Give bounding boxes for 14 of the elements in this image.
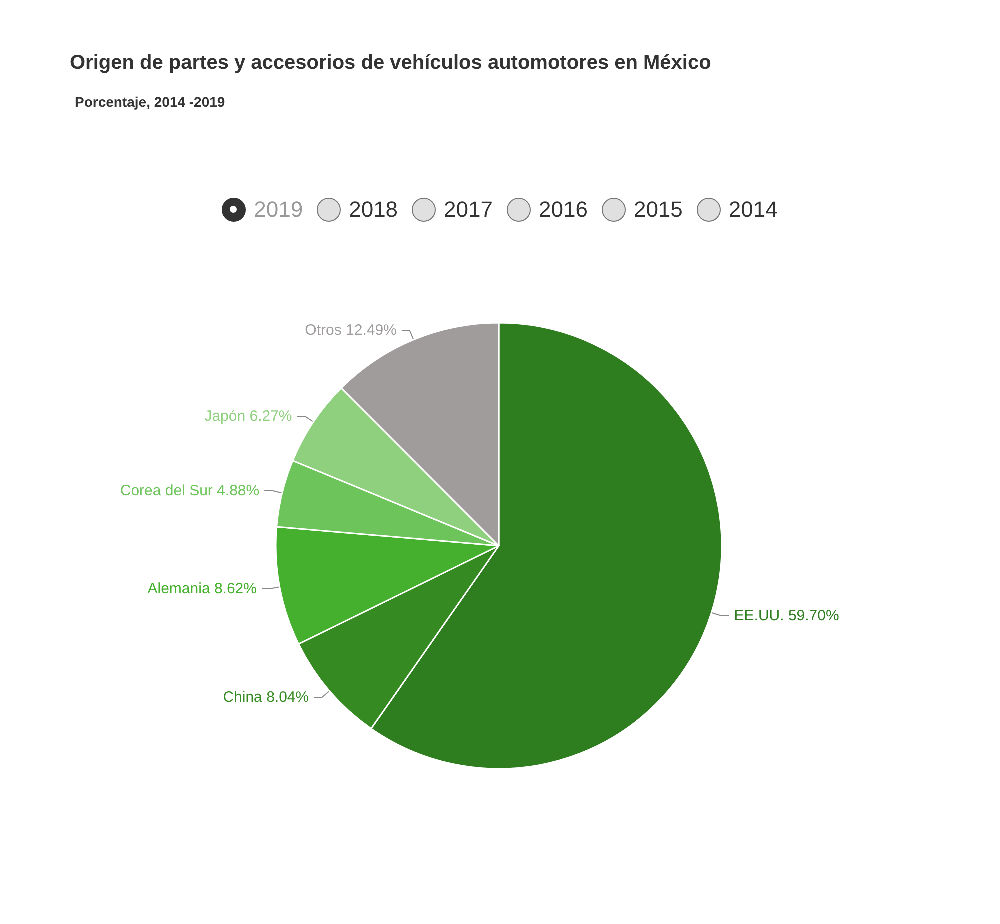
slice-label: Alemania 8.62%: [148, 580, 257, 598]
slice-label: Japón 6.27%: [204, 408, 292, 426]
chart-subtitle: Porcentaje, 2014 -2019: [75, 94, 226, 110]
slice-label: Corea del Sur 4.88%: [120, 482, 260, 500]
text: 2019: [254, 197, 304, 223]
text: 2015: [634, 197, 683, 223]
text: 2018: [349, 197, 398, 223]
text: 2014: [728, 197, 778, 223]
slice-label: China 8.04%: [223, 689, 310, 706]
chart-title: Origen de partes y accesorios de vehículos automotores en México: [70, 52, 712, 75]
slice-label: Otros 12.49%: [305, 322, 397, 340]
text: 2017: [444, 197, 493, 223]
text: 2016: [539, 197, 588, 223]
slice-label: EE.UU. 59.70%: [734, 607, 840, 624]
